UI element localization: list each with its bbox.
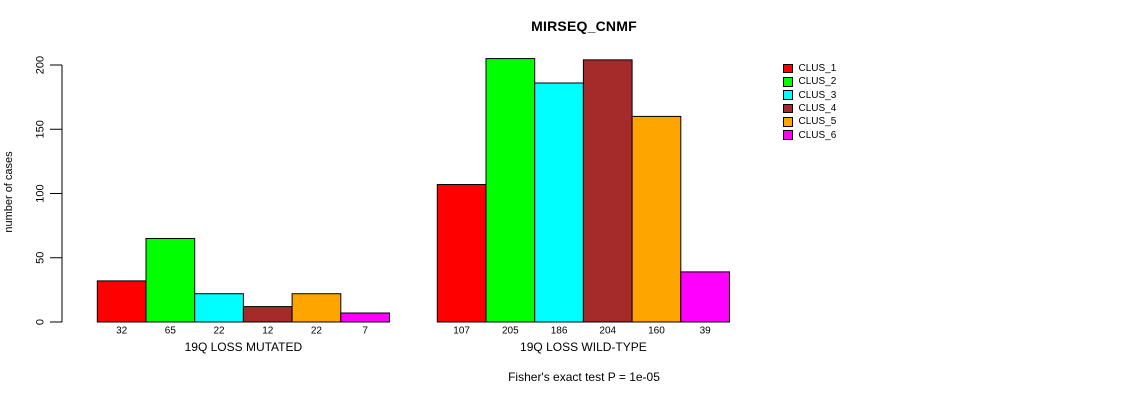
legend-item: CLUS_6 — [783, 128, 836, 141]
chart-title: MIRSEQ_CNMF — [531, 18, 637, 34]
bar-value-label: 39 — [700, 326, 712, 337]
legend-label: CLUS_2 — [798, 76, 837, 88]
bar-clus-4 — [582, 59, 633, 323]
bar-value-label: 65 — [165, 326, 177, 337]
bar-value-label: 22 — [213, 326, 225, 337]
legend-color-swatch — [783, 63, 793, 74]
bar-value-label: 32 — [116, 326, 128, 337]
bar-value-label: 204 — [599, 326, 616, 337]
bar-value-label: 22 — [311, 326, 323, 337]
legend-label: CLUS_1 — [798, 63, 837, 75]
bar-value-label: 186 — [551, 326, 568, 337]
legend-color-swatch — [783, 117, 793, 127]
legend-color-swatch — [783, 130, 793, 140]
group-label: 19Q LOSS MUTATED — [185, 340, 303, 354]
y-tick-label: 0 — [35, 319, 47, 325]
group-label: 19Q LOSS WILD-TYPE — [520, 340, 647, 354]
bar-value-label: 12 — [262, 326, 274, 337]
bar-clus-6 — [680, 271, 730, 323]
legend-label: CLUS_6 — [798, 129, 837, 141]
legend-item: CLUS_4 — [783, 102, 836, 115]
y-tick-label: 100 — [35, 184, 47, 202]
legend-label: CLUS_4 — [798, 103, 837, 115]
y-tick-label: 50 — [35, 252, 47, 264]
bar-clus-2 — [145, 237, 196, 323]
annotation-text: Fisher's exact test P = 1e-05 — [508, 370, 660, 384]
legend-item: CLUS_1 — [783, 62, 836, 75]
bar-clus-1 — [436, 184, 487, 323]
bar-clus-3 — [194, 293, 244, 323]
legend-color-swatch — [783, 90, 793, 100]
legend-label: CLUS_3 — [798, 89, 837, 101]
bar-clus-5 — [631, 115, 682, 323]
legend-item: CLUS_5 — [783, 115, 836, 128]
legend-item: CLUS_2 — [783, 75, 836, 88]
bar-clus-5 — [291, 293, 342, 323]
y-tick-label: 150 — [35, 120, 47, 138]
bar-value-label: 107 — [453, 326, 470, 337]
bar-clus-4 — [242, 306, 293, 323]
legend-item: CLUS_3 — [783, 89, 836, 102]
y-tick-label: 200 — [35, 56, 47, 74]
bar-clus-2 — [485, 58, 536, 323]
legend: CLUS_1 CLUS_2 CLUS_3 CLUS_4 CLUS_5 CLUS_6 — [783, 62, 836, 142]
bar-value-label: 160 — [648, 326, 665, 337]
bar-clus-6 — [340, 312, 390, 323]
bar-clus-1 — [96, 280, 147, 323]
legend-label: CLUS_5 — [798, 116, 837, 128]
bar-clus-3 — [534, 82, 584, 323]
legend-color-swatch — [783, 77, 793, 87]
bar-value-label: 7 — [362, 326, 368, 337]
legend-color-swatch — [783, 103, 793, 114]
bar-value-label: 205 — [502, 326, 519, 337]
